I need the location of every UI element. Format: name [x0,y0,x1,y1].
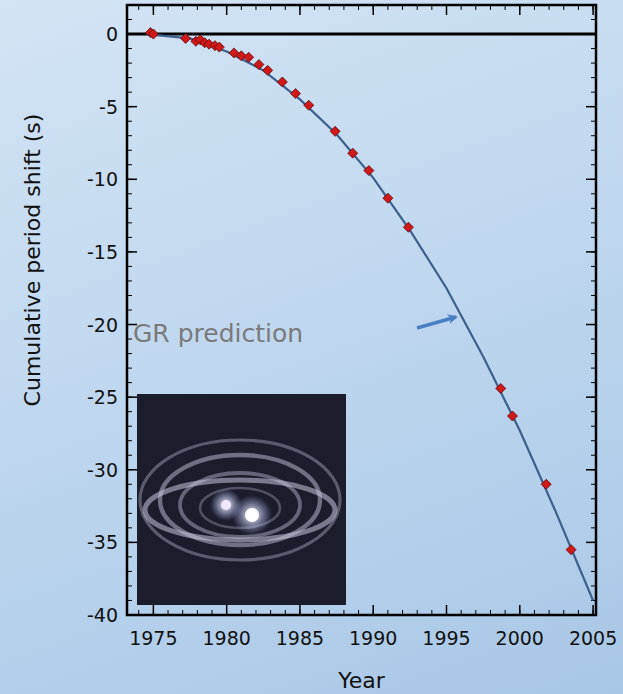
x-tick-label: 1985 [276,627,324,649]
wave-ring [140,440,340,560]
data-point [214,42,224,52]
x-tick [446,5,448,15]
data-point [507,411,517,421]
star [221,500,231,510]
data-point [181,33,191,43]
x-tick [519,5,521,15]
x-tick [519,605,521,615]
y-tick [586,179,596,181]
data-point [291,89,301,99]
y-tick-label: -15 [87,241,118,263]
x-tick [592,5,594,15]
y-tick [586,542,596,544]
y-tick-label: -20 [87,314,118,336]
data-point [348,148,358,158]
annotation-arrow [417,317,456,328]
data-point [566,545,576,555]
zero-line [127,33,596,36]
y-tick [586,106,596,108]
data-point [263,65,273,75]
y-tick [127,542,137,544]
x-tick [153,5,155,15]
x-tick [299,605,301,615]
y-tick-label: -30 [87,459,118,481]
tick-labels: 1975 1980 1985 1990 1995 2000 2005 -40 -35 -30 -25… [87,23,617,649]
data-point [277,77,287,87]
y-tick [127,396,137,398]
x-tick-label: 2005 [569,627,617,649]
y-tick [127,469,137,471]
wave-ring [180,473,300,537]
y-tick [127,179,137,181]
plot-frame [127,5,596,615]
data-point [254,60,264,70]
y-tick [586,251,596,253]
x-tick [153,605,155,615]
y-tick [586,469,596,471]
star-glow [232,495,272,535]
y-tick-label: -10 [87,168,118,190]
y-tick [127,106,137,108]
wave-ring [145,480,335,540]
minor-ticks [127,5,596,615]
y-tick-label: -40 [87,604,118,626]
data-point [244,52,254,62]
y-tick [586,396,596,398]
annotation: GR prediction [133,319,303,348]
chart: 1975 1980 1985 1990 1995 2000 2005 -40 -35 -30 -25… [0,0,623,694]
x-tick-label: 1990 [349,627,397,649]
data-point [330,126,340,136]
inset-illustration [137,394,346,605]
y-tick-label: -5 [99,96,118,118]
x-tick-label: 1980 [202,627,250,649]
y-axis-title: Cumulative period shift (s) [20,114,45,407]
data-point [496,383,506,393]
y-tick-label: -25 [87,386,118,408]
x-tick [226,605,228,615]
x-tick [372,605,374,615]
x-tick [226,5,228,15]
data-point [304,100,314,110]
data-point [148,29,158,39]
y-tick-label: 0 [106,23,118,45]
x-tick [299,5,301,15]
x-tick [372,5,374,15]
wave-ring [160,455,320,545]
x-tick [446,605,448,615]
star [245,508,259,522]
x-tick-label: 1975 [129,627,177,649]
x-axis-title: Year [337,668,386,693]
y-tick-label: -35 [87,531,118,553]
x-tick-label: 2000 [496,627,544,649]
inset-bg [137,394,346,605]
data-point [403,222,413,232]
x-tick [592,605,594,615]
major-ticks [127,5,596,615]
y-tick [127,251,137,253]
x-tick-label: 1995 [422,627,470,649]
data-point [383,193,393,203]
data-point [364,166,374,176]
y-tick [586,324,596,326]
data-point [541,479,551,489]
